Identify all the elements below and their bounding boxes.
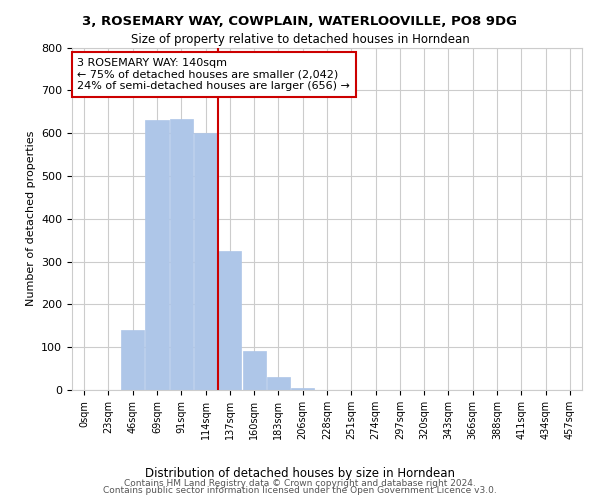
Bar [194,133,217,390]
Text: 3 ROSEMARY WAY: 140sqm
← 75% of detached houses are smaller (2,042)
24% of semi-: 3 ROSEMARY WAY: 140sqm ← 75% of detached… [77,58,350,91]
Bar [218,251,241,390]
Bar [267,377,290,390]
Text: Distribution of detached houses by size in Horndean: Distribution of detached houses by size … [145,468,455,480]
Text: Contains HM Land Registry data © Crown copyright and database right 2024.: Contains HM Land Registry data © Crown c… [124,478,476,488]
Bar [145,120,169,390]
Text: Size of property relative to detached houses in Horndean: Size of property relative to detached ho… [131,32,469,46]
Text: Contains public sector information licensed under the Open Government Licence v3: Contains public sector information licen… [103,486,497,495]
Y-axis label: Number of detached properties: Number of detached properties [26,131,35,306]
Text: 3, ROSEMARY WAY, COWPLAIN, WATERLOOVILLE, PO8 9DG: 3, ROSEMARY WAY, COWPLAIN, WATERLOOVILLE… [83,15,517,28]
Bar [170,120,193,390]
Bar [121,330,144,390]
Bar [242,352,266,390]
Bar [291,388,314,390]
